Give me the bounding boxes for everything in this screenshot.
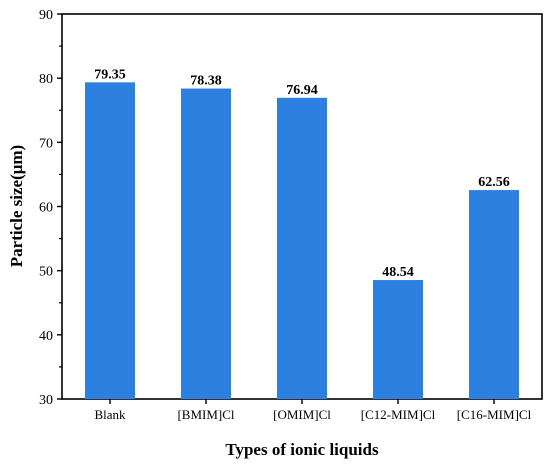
x-axis-title: Types of ionic liquids — [225, 440, 379, 459]
y-tick-label: 40 — [39, 329, 53, 344]
bar-value-label: 48.54 — [382, 265, 414, 280]
y-tick-label: 30 — [39, 393, 53, 408]
bar — [277, 97, 327, 399]
bar — [373, 280, 423, 399]
y-axis-title: Particle size(μm) — [7, 145, 26, 267]
bar — [469, 190, 519, 399]
y-tick-label: 50 — [39, 265, 53, 280]
bar — [181, 88, 231, 399]
x-axis: Blank [BMIM]Cl [OMIM]Cl [C12-MIM]Cl [C16-MIM… — [94, 399, 532, 422]
bars — [85, 82, 519, 400]
bar-value-label: 62.56 — [478, 175, 510, 190]
y-axis: 30 40 50 60 70 80 90 — [39, 8, 62, 408]
x-tick-label: [C12-MIM]Cl — [361, 407, 436, 422]
bar — [85, 82, 135, 400]
x-tick-label: [BMIM]Cl — [177, 407, 234, 422]
x-tick-label: [OMIM]Cl — [273, 407, 331, 422]
data-labels: 79.35 78.38 76.94 48.54 62.56 — [94, 67, 510, 280]
y-tick-label: 70 — [39, 136, 53, 151]
bar-value-label: 79.35 — [94, 67, 126, 82]
bar-value-label: 76.94 — [286, 83, 318, 98]
x-tick-label: Blank — [94, 407, 126, 422]
y-tick-label: 90 — [39, 8, 53, 23]
y-tick-label: 60 — [39, 201, 53, 216]
y-tick-label: 80 — [39, 72, 53, 87]
x-tick-label: [C16-MIM]Cl — [457, 407, 532, 422]
bar-value-label: 78.38 — [190, 74, 222, 89]
